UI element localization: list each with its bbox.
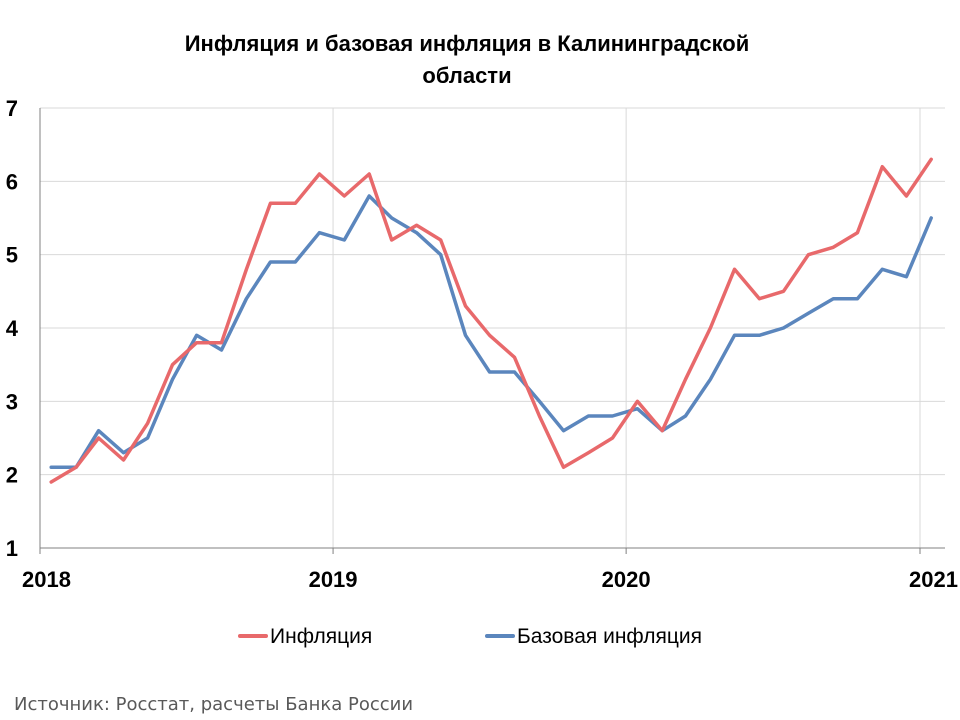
x-axis-tick-labels: 2018 2019 2020 2021 — [22, 567, 958, 592]
chart-title-line-2: области — [422, 63, 511, 88]
grid-lines — [40, 107, 945, 548]
chart-title-line-1: Инфляция и базовая инфляция в Калинингра… — [185, 31, 750, 56]
legend: Инфляция Базовая инфляция — [238, 625, 702, 648]
data-series — [49, 157, 933, 484]
x-tick-label: 2019 — [309, 567, 358, 592]
y-axis-tick-labels: 1 2 3 4 5 6 7 — [6, 96, 19, 561]
legend-label-inflation: Инфляция — [270, 625, 372, 648]
y-tick-label: 6 — [6, 169, 18, 194]
y-tick-label: 2 — [6, 463, 18, 488]
axes — [39, 108, 945, 554]
series-line-inflation — [49, 157, 933, 484]
y-tick-label: 7 — [6, 96, 18, 121]
y-tick-label: 5 — [6, 243, 18, 268]
y-tick-label: 1 — [6, 536, 18, 561]
x-tick-label: 2018 — [22, 567, 71, 592]
x-tick-label: 2021 — [909, 567, 958, 592]
y-tick-label: 3 — [6, 389, 18, 414]
source-note: Источник: Росстат, расчеты Банка России — [14, 694, 413, 715]
x-tick-label: 2020 — [602, 567, 651, 592]
chart-title: Инфляция и базовая инфляция в Калинингра… — [185, 31, 750, 88]
legend-label-core-inflation: Базовая инфляция — [517, 625, 702, 648]
series-line-core-inflation — [49, 194, 933, 470]
y-tick-label: 4 — [6, 316, 19, 341]
